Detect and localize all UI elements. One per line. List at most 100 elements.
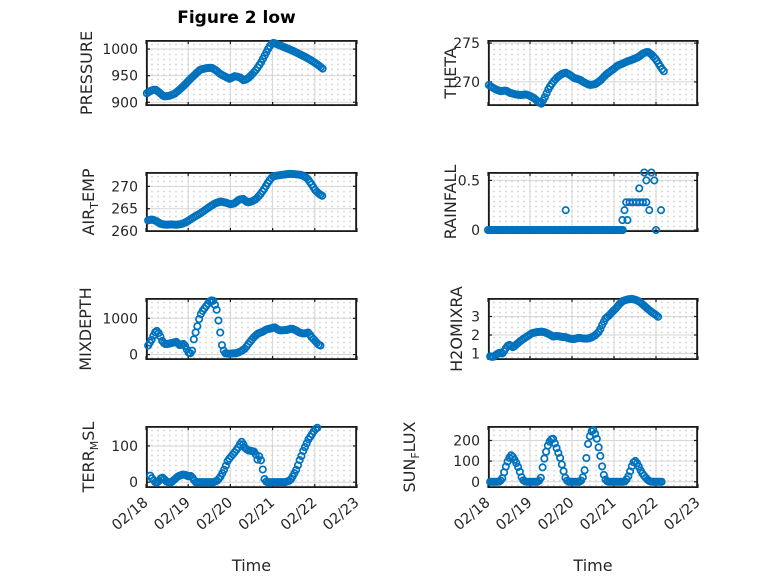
data-point — [623, 216, 632, 225]
tick-marks — [487, 172, 699, 232]
data-point — [212, 305, 221, 314]
ylabel-h2omixra: H2OMIXRA — [447, 259, 467, 399]
data-point — [156, 332, 165, 341]
ylabel-theta: THETA — [441, 3, 461, 143]
y-tick-label: 0 — [129, 475, 138, 491]
ylabel-text: SL — [79, 421, 98, 441]
y-tick-label: 100 — [111, 439, 138, 455]
data-point — [255, 452, 264, 461]
data-point — [657, 477, 666, 486]
y-tick-label: 0.5 — [458, 173, 480, 189]
data-point — [557, 460, 566, 469]
data-point — [645, 206, 654, 215]
data-point — [152, 326, 161, 336]
tick-marks — [145, 298, 358, 360]
gridlines — [145, 298, 358, 360]
figure-title: Figure 2 low — [177, 8, 296, 28]
y-tick-label: 100 — [453, 454, 480, 470]
data-point — [316, 341, 325, 350]
data-point — [220, 465, 229, 474]
data-point — [538, 463, 547, 472]
y-tick-label: 1 — [471, 347, 480, 363]
y-tick-label: 0 — [471, 223, 480, 239]
data-point — [318, 64, 327, 73]
data-point — [624, 472, 633, 481]
ylabel-text: TERR — [79, 450, 98, 493]
axes-frame — [145, 171, 357, 233]
xlabel-time-left: Time — [231, 556, 272, 575]
data-point — [221, 461, 230, 470]
data-point — [256, 456, 266, 465]
data-markers — [146, 423, 322, 487]
ylabel-rainfall: RAINFALL — [441, 132, 461, 272]
data-point — [543, 441, 552, 450]
data-point — [173, 339, 183, 348]
data-point — [302, 439, 311, 448]
data-point — [179, 339, 188, 348]
subplot-pressure: 900 950 1000 — [102, 38, 358, 111]
ylabel-mixdepth: MIXDEPTH — [76, 259, 96, 399]
ylabel-subscript: M — [88, 440, 102, 451]
subplot-terr-msl: 0 100 02/18 02/19 02/20 02/21 02/22 02/23 — [109, 423, 363, 534]
data-point — [591, 429, 600, 438]
mixdepth-plot: 0 1000 — [102, 296, 358, 364]
data-point — [258, 465, 267, 474]
data-point — [318, 191, 327, 200]
data-point — [549, 434, 558, 443]
data-point — [635, 184, 644, 193]
data-point — [300, 443, 310, 452]
data-point — [620, 206, 629, 215]
data-point — [313, 423, 322, 432]
ylabel-subscript: T — [88, 202, 102, 209]
ylabel-text: EMP — [79, 168, 98, 203]
data-point — [656, 206, 666, 215]
ylabel-pressure: PRESSURE — [77, 3, 97, 143]
data-point — [642, 198, 651, 207]
data-point — [578, 473, 587, 482]
data-point — [512, 459, 521, 468]
data-point — [599, 470, 608, 479]
data-point — [216, 328, 225, 337]
data-point — [618, 225, 627, 235]
data-point — [598, 462, 607, 471]
air-temp-plot: 260 265 270 — [111, 169, 358, 240]
ylabel-text: H2OMIXRA — [447, 286, 466, 372]
x-tick-label: 02/23 — [320, 495, 362, 534]
data-point — [584, 439, 593, 449]
data-point — [559, 467, 568, 476]
data-markers — [486, 426, 666, 486]
data-point — [503, 457, 512, 466]
data-point — [147, 335, 156, 344]
data-point — [536, 473, 545, 482]
data-point — [299, 446, 308, 455]
tick-labels: 270 275 — [453, 36, 480, 91]
y-tick-label: 950 — [111, 69, 138, 85]
data-markers — [483, 168, 666, 235]
x-tick-label: 02/20 — [535, 495, 577, 534]
y-tick-label: 900 — [111, 95, 138, 111]
y-tick-label: 200 — [453, 433, 480, 449]
gridlines — [145, 40, 358, 106]
data-point — [596, 324, 605, 334]
data-point — [654, 312, 663, 321]
y-tick-label: 1000 — [102, 311, 138, 327]
terr-msl-plot: 0 100 02/18 02/19 02/20 02/21 02/22 02/23 — [109, 423, 363, 534]
ylabel-sun-flux: SUNFLUX — [400, 387, 423, 527]
data-point — [188, 346, 197, 355]
data-point — [552, 444, 561, 453]
tick-labels: 0 1000 — [102, 311, 138, 363]
theta-plot: 270 275 — [453, 36, 699, 108]
y-tick-label: 275 — [453, 36, 480, 52]
data-point — [295, 456, 304, 465]
subplot-theta: 270 275 — [453, 36, 699, 108]
data-point — [507, 341, 516, 350]
data-point — [292, 465, 301, 474]
xlabel-time-right: Time — [573, 556, 613, 575]
ylabel-subscript: F — [409, 452, 423, 459]
tick-labels: 00.5 — [458, 173, 480, 239]
data-point — [582, 454, 591, 463]
gridlines — [487, 172, 699, 232]
rainfall-plot: 00.5 — [458, 168, 699, 239]
y-tick-label: 1000 — [102, 42, 138, 58]
data-point — [650, 176, 659, 185]
